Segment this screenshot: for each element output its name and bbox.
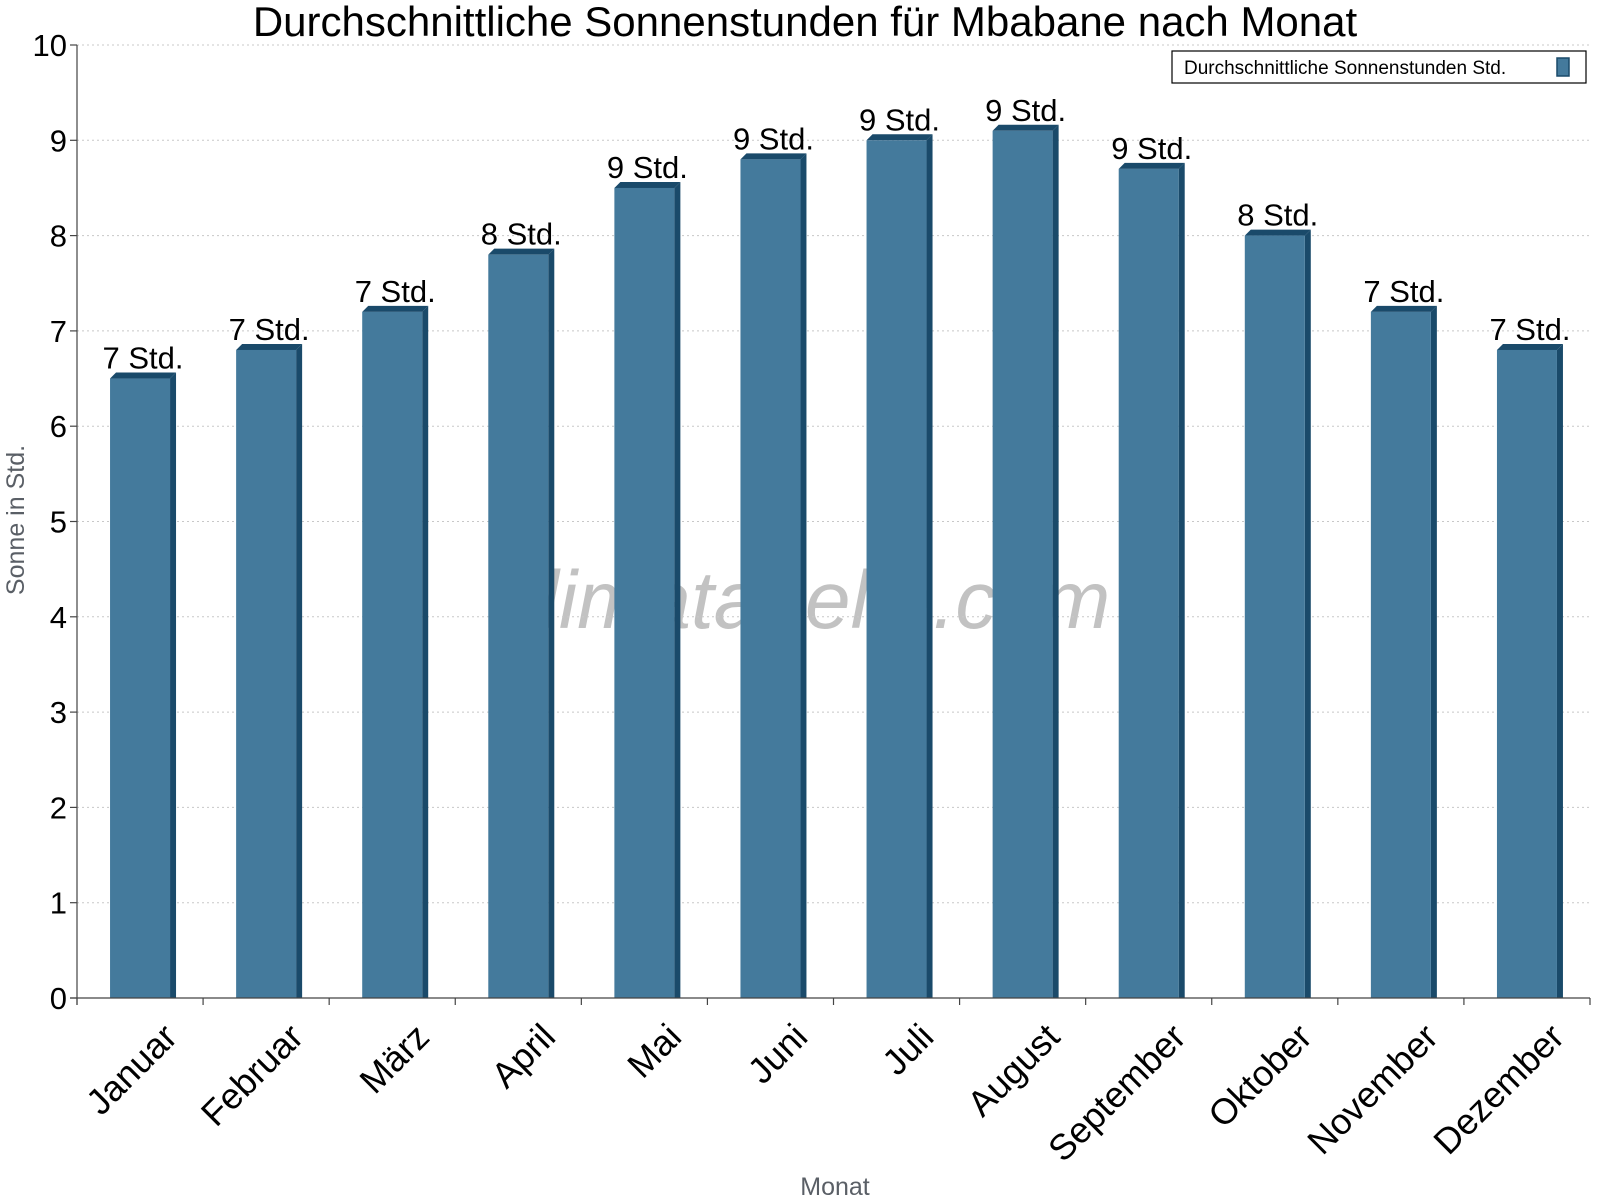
- bar-side: [170, 372, 177, 998]
- bar: [992, 130, 1053, 998]
- bar-group: 9 Std.: [985, 93, 1066, 998]
- bar-top: [362, 305, 429, 312]
- bar-value-label: 9 Std.: [985, 93, 1066, 128]
- bar-group: 7 Std.: [1363, 274, 1444, 999]
- bar-group: 7 Std.: [355, 274, 436, 999]
- bar-group: 8 Std.: [481, 217, 562, 998]
- x-tick-label: August: [959, 1016, 1067, 1124]
- x-tick-label: Juli: [874, 1016, 941, 1083]
- x-tick-label: Februar: [193, 1016, 311, 1134]
- bar-top: [110, 372, 177, 379]
- bar: [614, 187, 675, 998]
- x-axis-title: Monat: [800, 1173, 870, 1200]
- bar-value-label: 7 Std.: [1489, 312, 1570, 347]
- y-tick-label: 4: [50, 600, 67, 635]
- bar: [236, 349, 297, 999]
- bar-side: [548, 248, 555, 998]
- x-tick-label: Juni: [740, 1016, 816, 1092]
- bar-value-label: 9 Std.: [859, 102, 940, 137]
- bar-value-label: 8 Std.: [481, 217, 562, 252]
- bar-top: [488, 248, 555, 255]
- bar: [1496, 349, 1557, 999]
- bar-group: 7 Std.: [229, 312, 310, 999]
- x-tick-label: November: [1299, 1016, 1445, 1162]
- x-tick-label: Oktober: [1200, 1016, 1320, 1136]
- x-tick-label: Januar: [78, 1016, 185, 1123]
- bar-side: [1430, 305, 1437, 999]
- y-tick-label: 6: [50, 409, 67, 444]
- bar-top: [866, 134, 933, 141]
- bar-side: [1304, 229, 1311, 999]
- bar-side: [296, 343, 303, 999]
- x-tick-label: Dezember: [1425, 1016, 1571, 1162]
- bar-value-label: 7 Std.: [103, 341, 184, 376]
- x-tick-label: Mai: [619, 1016, 689, 1086]
- bar-side: [422, 305, 429, 999]
- bar-top: [740, 153, 807, 160]
- bar-group: 9 Std.: [607, 150, 688, 998]
- bar-side: [1556, 343, 1563, 999]
- y-tick-label: 7: [50, 314, 67, 349]
- x-tick-label: September: [1040, 1016, 1194, 1170]
- bar: [866, 140, 927, 999]
- x-tick-label: April: [483, 1016, 563, 1096]
- bar: [110, 378, 171, 998]
- bar-side: [1178, 162, 1185, 998]
- y-tick-label: 9: [50, 123, 67, 158]
- bar: [362, 311, 423, 999]
- y-tick-label: 8: [50, 219, 67, 254]
- bar-top: [1370, 305, 1437, 312]
- legend: Durchschnittliche Sonnenstunden Std.: [1171, 50, 1587, 84]
- bar-group: 9 Std.: [733, 121, 814, 999]
- y-tick-label: 0: [50, 981, 67, 1016]
- bar-group: 8 Std.: [1237, 198, 1318, 999]
- y-tick-label: 5: [50, 505, 67, 540]
- bar-group: 9 Std.: [859, 102, 940, 999]
- legend-swatch: [1556, 57, 1570, 77]
- chart-title: Durchschnittliche Sonnenstunden für Mbab…: [253, 0, 1358, 45]
- legend-label: Durchschnittliche Sonnenstunden Std.: [1184, 58, 1506, 79]
- bar-group: 7 Std.: [103, 341, 184, 998]
- bar-top: [1118, 162, 1185, 169]
- y-axis-title: Sonne in Std.: [2, 445, 30, 595]
- grid-layer: [77, 44, 1590, 904]
- bar-value-label: 7 Std.: [229, 312, 310, 347]
- bar-side: [674, 181, 681, 998]
- bar-top: [992, 124, 1059, 131]
- bar: [488, 254, 549, 998]
- bar: [740, 159, 801, 999]
- bar-value-label: 9 Std.: [1111, 131, 1192, 166]
- bar-value-label: 9 Std.: [607, 150, 688, 185]
- bar-side: [926, 134, 933, 999]
- x-tick-label: März: [351, 1016, 437, 1102]
- bar: [1118, 168, 1179, 998]
- legend-box: [1171, 50, 1587, 84]
- bar: [1370, 311, 1431, 999]
- bar-top: [1244, 229, 1311, 236]
- y-tick-label: 1: [50, 886, 67, 921]
- bars-layer: 7 Std. 7 Std. 7 Std. 8 Std. 9 Std. 9 Std. 9 St…: [103, 93, 1570, 999]
- bar-top: [614, 181, 681, 188]
- y-tick-label: 2: [50, 790, 67, 825]
- bar: [1244, 235, 1305, 999]
- bar-top: [1496, 343, 1563, 350]
- bar-group: 7 Std.: [1489, 312, 1570, 999]
- bar-group: 9 Std.: [1111, 131, 1192, 998]
- bar-top: [236, 343, 303, 350]
- y-tick-label: 10: [33, 28, 67, 63]
- bar-side: [1052, 124, 1059, 998]
- bar-value-label: 9 Std.: [733, 121, 814, 156]
- bar-value-label: 7 Std.: [355, 274, 436, 309]
- bar-value-label: 8 Std.: [1237, 198, 1318, 233]
- y-tick-label: 3: [50, 695, 67, 730]
- bar-value-label: 7 Std.: [1363, 274, 1444, 309]
- bar-side: [800, 153, 807, 999]
